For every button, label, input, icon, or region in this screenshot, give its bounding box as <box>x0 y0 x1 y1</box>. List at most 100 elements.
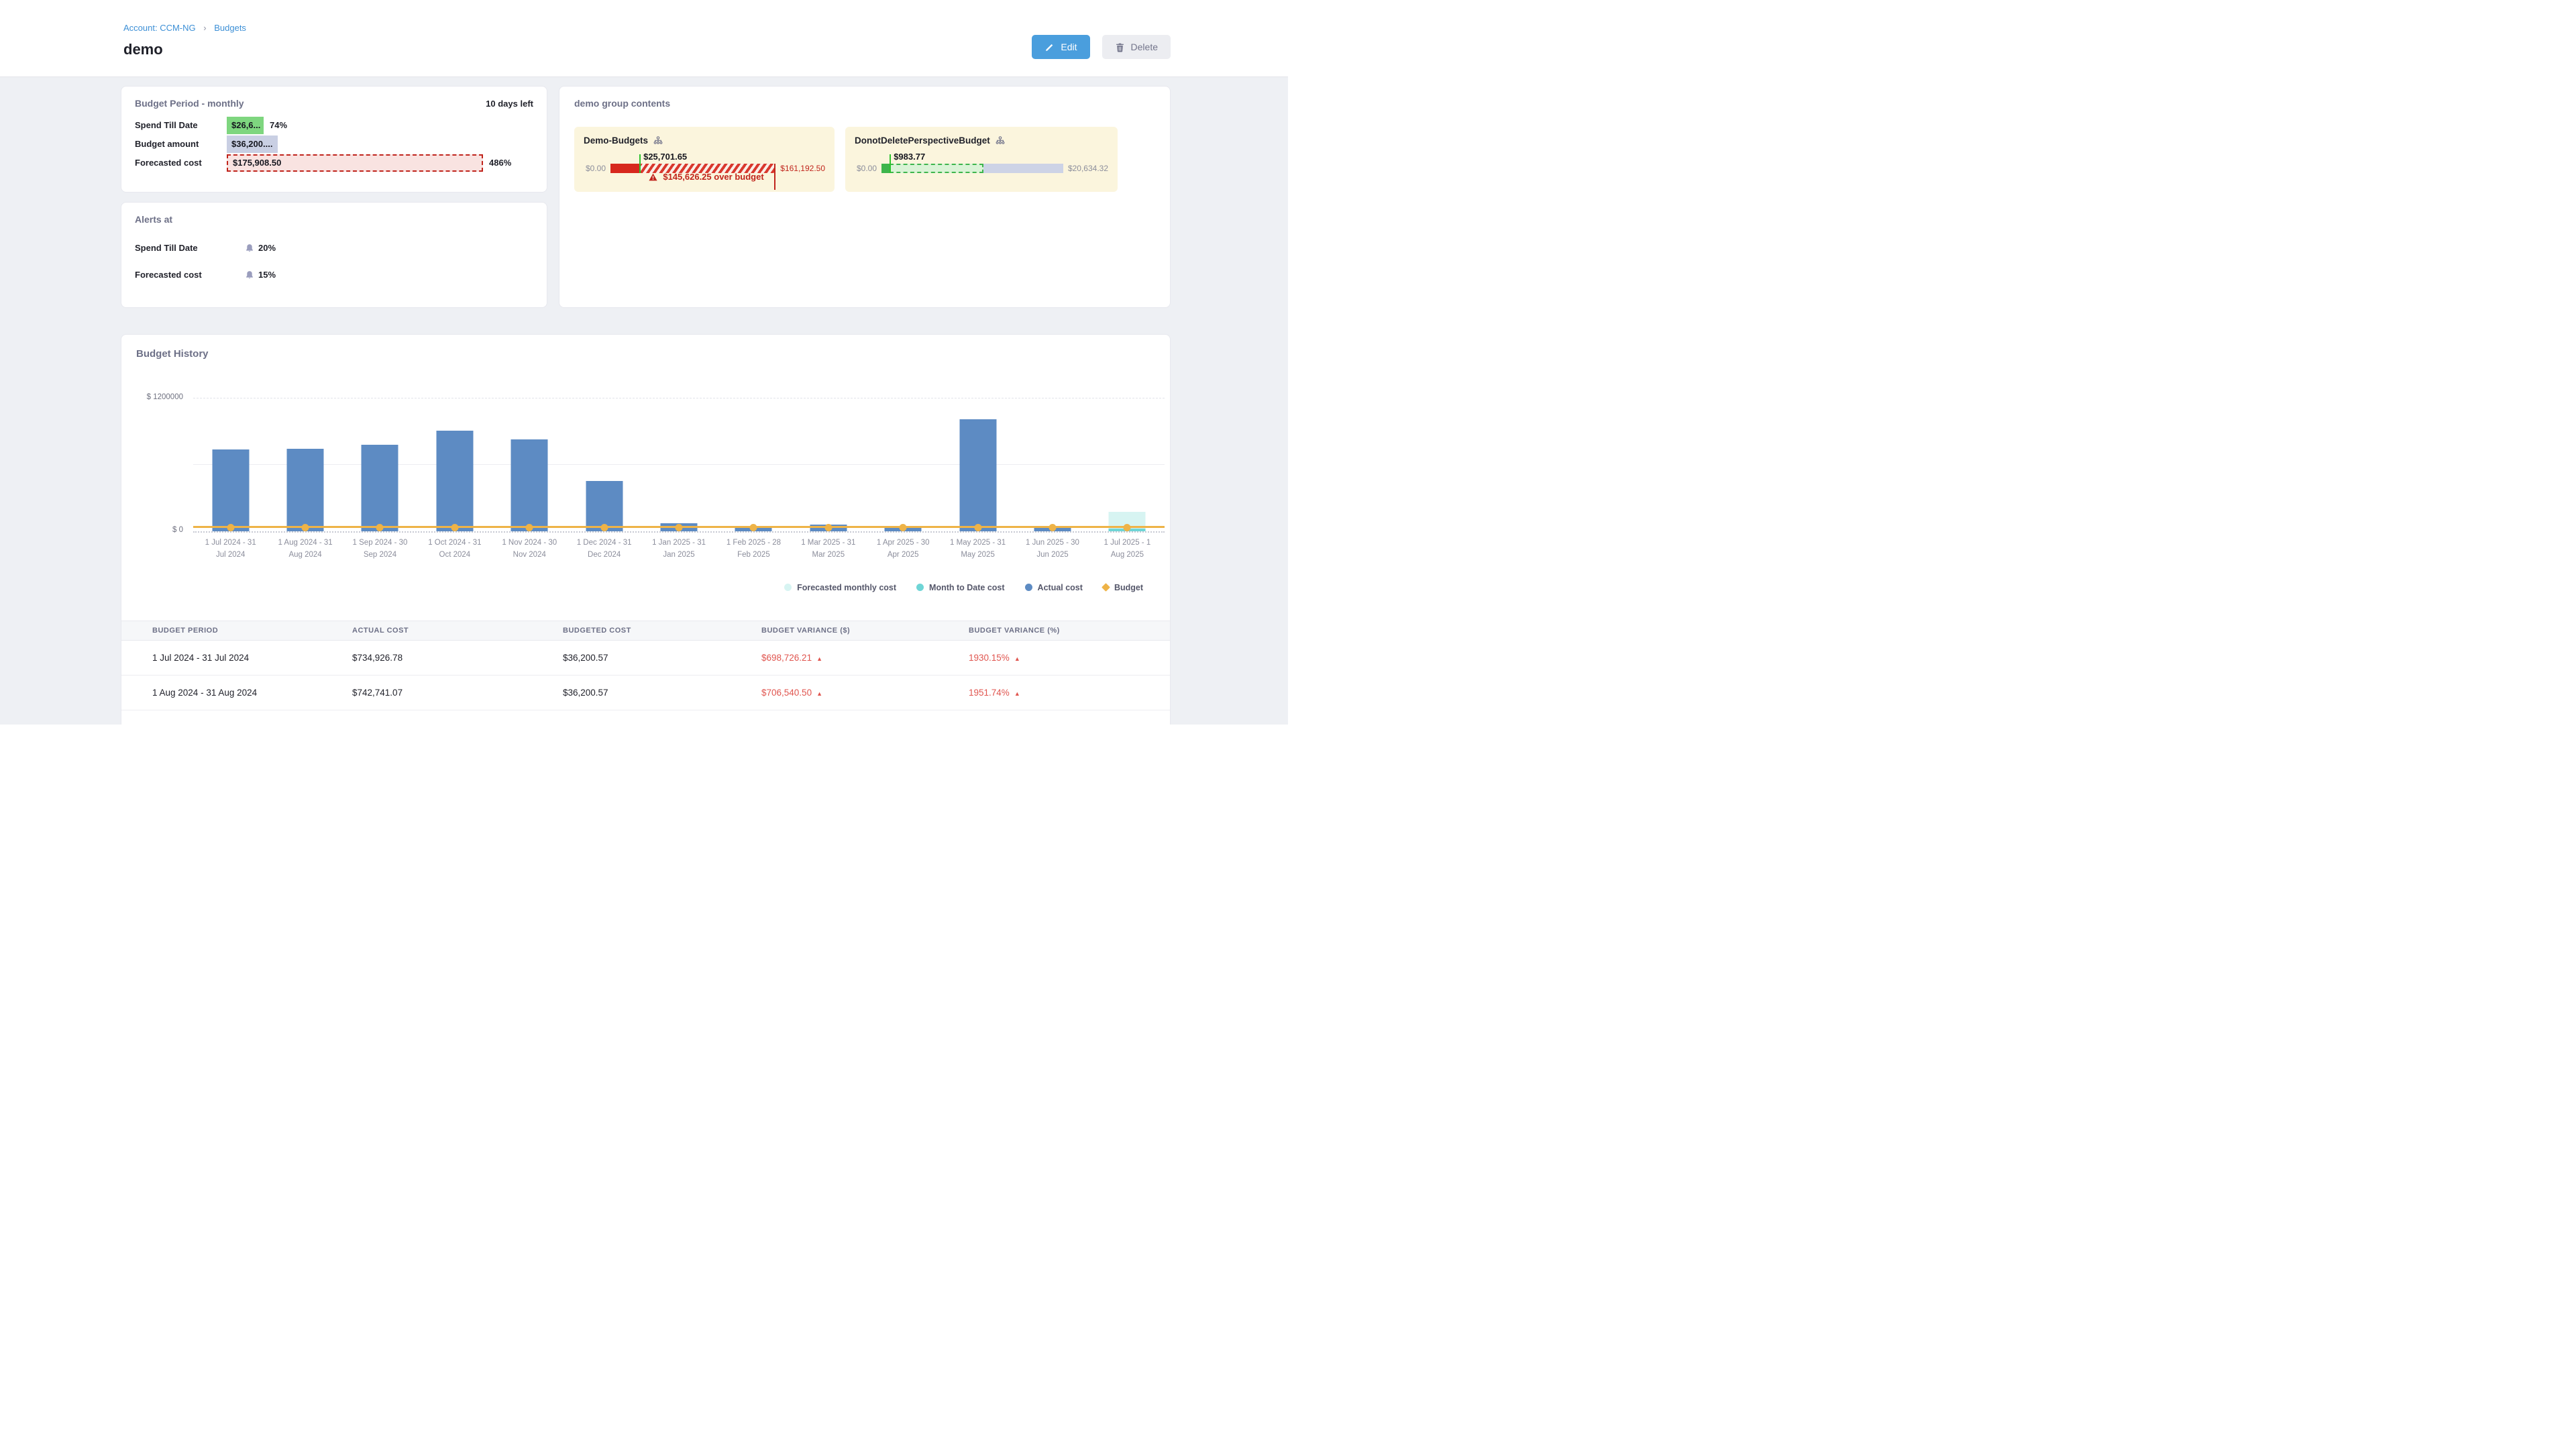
budget-max-value: $161,192.50 <box>780 164 825 173</box>
column-header[interactable]: BUDGET VARIANCE ($) <box>761 620 969 641</box>
actual-cost-bar[interactable] <box>959 419 997 531</box>
budget-point-marker <box>1049 523 1057 531</box>
spent-segment <box>610 164 640 173</box>
budget-point-marker <box>974 523 982 531</box>
group-contents-card: demo group contents Demo-Budgets $0.00 <box>559 86 1171 308</box>
group-budget-donotdelete[interactable]: DonotDeletePerspectiveBudget $0.00 <box>845 127 1118 192</box>
breadcrumb-budgets-link[interactable]: Budgets <box>214 23 246 33</box>
forecast-segment <box>890 164 983 173</box>
bell-icon <box>245 244 254 253</box>
page-header: Account: CCM-NG › Budgets demo Edit Dele… <box>0 0 1288 76</box>
chart-slot <box>417 377 492 531</box>
chart-slot <box>567 377 641 531</box>
variance-up-icon: ▲ <box>1014 690 1020 697</box>
actual-cost-bar[interactable] <box>586 480 623 531</box>
chart-x-label: 1 Jun 2025 - 30 Jun 2025 <box>1026 539 1079 559</box>
budget-min-value: $0.00 <box>856 164 877 173</box>
chart-slot <box>941 377 1015 531</box>
budget-progress-bar: $983.77 <box>881 152 1063 173</box>
table-row[interactable]: 1 Jul 2024 - 31 Jul 2024 $734,926.78 $36,2… <box>121 640 1170 676</box>
spend-till-date-value: $26,6... <box>231 120 261 130</box>
y-axis-max-label: $ 1200000 <box>146 393 183 401</box>
chart-x-label: 1 Jan 2025 - 31 Jan 2025 <box>652 539 706 559</box>
legend-label: Forecasted monthly cost <box>797 582 897 592</box>
budget-amount-chip: $36,200.... <box>227 135 278 153</box>
gridline-mid <box>193 464 1165 465</box>
budget-amount-label: Budget amount <box>135 139 199 149</box>
hierarchy-icon <box>996 136 1005 145</box>
budget-detail-page: Account: CCM-NG › Budgets demo Edit Dele… <box>0 0 1288 724</box>
spent-segment <box>881 164 890 173</box>
legend-dot-icon <box>784 584 792 592</box>
breadcrumb-account-link[interactable]: Account: CCM-NG <box>123 23 196 33</box>
chart-slot <box>193 377 268 531</box>
actual-cost-bar[interactable] <box>361 445 398 531</box>
table-row[interactable]: 1 Aug 2024 - 31 Aug 2024 $742,741.07 $36,2… <box>121 675 1170 710</box>
chart-slot <box>716 377 791 531</box>
budget-point-marker <box>451 523 459 531</box>
chart-xlabels: 1 Jul 2024 - 31 Jul 2024 1 Aug 2024 - 31 … <box>193 537 1165 561</box>
forecasted-cost-chip: $175,908.50 <box>227 154 483 172</box>
budget-point-marker <box>600 523 608 531</box>
forecasted-cost-percent: 486% <box>489 158 512 168</box>
alert-forecast-value: 15% <box>258 270 276 280</box>
cell-variance_usd: $698,726.21 ▲ <box>761 640 969 676</box>
legend-label: Month to Date cost <box>929 582 1005 592</box>
alert-spend-label: Spend Till Date <box>135 243 198 253</box>
spend-marker-value: $25,701.65 <box>643 152 688 162</box>
bell-icon <box>245 270 254 280</box>
budget-max-value: $20,634.32 <box>1067 164 1108 173</box>
alert-row-forecast: Forecasted cost 15% <box>135 270 533 280</box>
forecasted-cost-label: Forecasted cost <box>135 158 202 168</box>
actual-cost-bar[interactable] <box>212 449 250 531</box>
budget-point-marker <box>376 523 384 531</box>
edit-button[interactable]: Edit <box>1032 35 1090 59</box>
table-header-row: BUDGET PERIOD ACTUAL COST BUDGETED COST BUD… <box>121 620 1170 641</box>
legend-item[interactable]: Forecasted monthly cost <box>784 583 896 592</box>
cell-period: 1 Aug 2024 - 31 Aug 2024 <box>121 675 352 710</box>
variance-up-icon: ▲ <box>816 690 822 697</box>
cell-actual_cost: $742,741.07 <box>352 675 563 710</box>
legend-item[interactable]: Month to Date cost <box>916 583 1005 592</box>
over-budget-alert: $145,626.25 over budget <box>610 172 802 182</box>
chart-x-label: 1 Oct 2024 - 31 Oct 2024 <box>428 539 482 559</box>
chart-slot <box>268 377 342 531</box>
budget-point-marker <box>675 523 683 531</box>
delete-button[interactable]: Delete <box>1102 35 1171 59</box>
budget-point-marker <box>824 523 833 531</box>
chart-slot <box>343 377 417 531</box>
legend-label: Actual cost <box>1037 582 1083 592</box>
chart-x-label: 1 May 2025 - 31 May 2025 <box>950 539 1006 559</box>
cell-variance_pct: 1930.15% ▲ <box>969 640 1170 676</box>
budget-progress-bar: $25,701.65 <box>610 152 776 190</box>
overspend-hatch-segment <box>639 164 776 173</box>
column-header[interactable]: BUDGET VARIANCE (%) <box>969 620 1170 641</box>
chart-x-label: 1 Jul 2024 - 31 Jul 2024 <box>205 539 256 559</box>
column-header[interactable]: BUDGETED COST <box>563 620 761 641</box>
legend-dot-icon <box>1024 584 1032 592</box>
spend-till-date-percent: 74% <box>270 120 288 130</box>
warning-icon <box>649 173 657 181</box>
legend-label: Budget <box>1114 582 1143 592</box>
edit-button-label: Edit <box>1061 42 1077 52</box>
budget-name: Demo-Budgets <box>584 136 649 146</box>
over-budget-text: $145,626.25 over budget <box>663 172 764 182</box>
spend-marker-line <box>890 154 892 173</box>
budget-amount-row: Budget amount $36,200.... <box>135 135 533 153</box>
budget-history-card: Budget History $ 1200000 $ 0 1 Jul 2024 … <box>121 334 1171 724</box>
chart-x-label: 1 Feb 2025 - 28 Feb 2025 <box>726 539 782 559</box>
legend-item[interactable]: Actual cost <box>1024 582 1083 592</box>
chart-x-label: 1 Aug 2024 - 31 Aug 2024 <box>278 539 333 559</box>
alert-row-spend: Spend Till Date 20% <box>135 243 533 253</box>
actual-cost-bar[interactable] <box>286 448 324 531</box>
pencil-icon <box>1044 42 1055 52</box>
x-axis-line <box>193 531 1165 533</box>
legend-item[interactable]: Budget <box>1102 582 1143 592</box>
column-header[interactable]: BUDGET PERIOD <box>121 620 352 641</box>
column-header[interactable]: ACTUAL COST <box>352 620 563 641</box>
budget-point-marker <box>749 523 757 531</box>
actual-cost-bar[interactable] <box>436 430 474 531</box>
actual-cost-bar[interactable] <box>511 439 548 531</box>
group-budget-demo-budgets[interactable]: Demo-Budgets $0.00 $25,701.65 <box>574 127 835 192</box>
budget-point-marker <box>301 523 309 531</box>
